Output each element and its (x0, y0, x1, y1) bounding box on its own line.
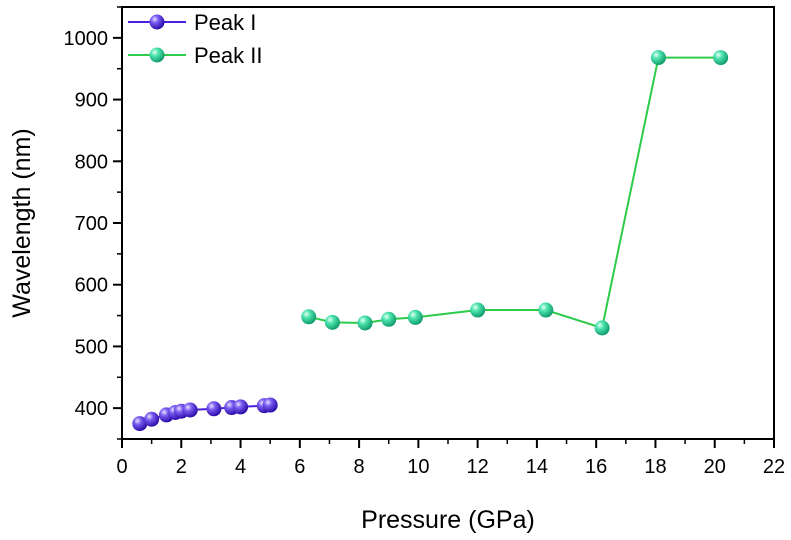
legend-marker-1 (149, 14, 165, 30)
plot-frame (121, 6, 775, 440)
x-tick-label: 14 (526, 456, 548, 478)
x-tick-label: 4 (235, 456, 246, 478)
data-point-series-2 (301, 309, 317, 325)
y-tick-label: 900 (75, 90, 108, 112)
data-point-series-2 (470, 302, 486, 318)
data-point-series-2 (381, 311, 397, 327)
x-tick-label: 0 (116, 456, 127, 478)
data-point-series-1 (144, 411, 160, 427)
data-point-series-2 (594, 320, 610, 336)
y-tick-label: 1000 (64, 28, 109, 50)
x-axis-title: Pressure (GPa) (361, 506, 535, 534)
data-point-series-2 (713, 50, 729, 66)
y-tick-label: 400 (75, 398, 108, 420)
x-tick-label: 20 (704, 456, 726, 478)
data-point-series-1 (182, 402, 198, 418)
x-tick-label: 18 (644, 456, 666, 478)
x-tick-label: 16 (585, 456, 607, 478)
data-point-series-2 (357, 315, 373, 331)
x-tick-label: 8 (354, 456, 365, 478)
x-tick-label: 6 (294, 456, 305, 478)
x-tick-label: 10 (407, 456, 429, 478)
y-tick-label: 800 (75, 151, 108, 173)
data-point-series-2 (324, 314, 340, 330)
series-line-2 (308, 56, 721, 330)
x-tick-label: 2 (176, 456, 187, 478)
x-tick-label: 12 (467, 456, 489, 478)
legend-label-1: Peak I (194, 10, 256, 35)
data-point-series-1 (132, 416, 148, 432)
x-tick-label: 22 (763, 456, 785, 478)
data-point-series-1 (206, 401, 222, 417)
data-point-series-1 (262, 397, 278, 413)
y-tick-label: 600 (75, 275, 108, 297)
data-point-series-2 (407, 309, 423, 325)
data-point-series-2 (650, 50, 666, 66)
data-point-series-1 (233, 399, 249, 415)
y-axis-title: Wavelength (nm) (8, 128, 36, 317)
y-tick-label: 500 (75, 336, 108, 358)
y-tick-label: 700 (75, 213, 108, 235)
legend-label-2: Peak II (194, 43, 262, 68)
legend-marker-2 (149, 47, 165, 63)
legend: Peak I Peak II (128, 10, 262, 68)
data-point-series-2 (538, 302, 554, 318)
